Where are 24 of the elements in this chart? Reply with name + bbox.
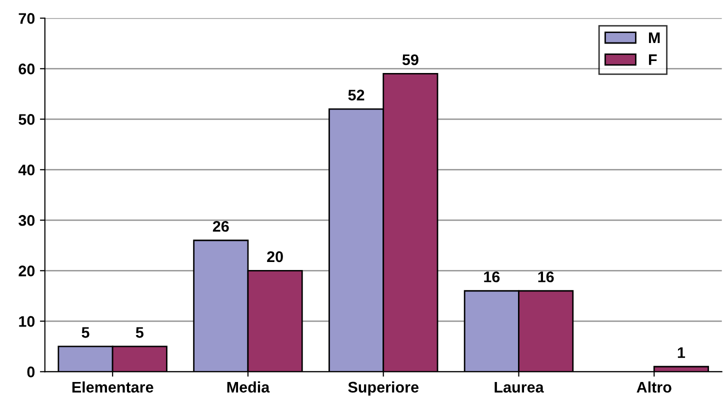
data-label: 5 <box>82 327 90 338</box>
legend-label: M <box>648 32 660 43</box>
data-label: 1 <box>678 347 686 358</box>
data-label: 16 <box>538 271 554 282</box>
y-tick-label: 10 <box>19 316 35 327</box>
y-tick-label: 40 <box>18 164 35 176</box>
legend-label: F <box>648 54 657 65</box>
y-tick-label: 50 <box>18 114 35 125</box>
x-tick-label: Elementare <box>72 381 154 393</box>
x-tick-label: Altro <box>636 381 672 393</box>
data-label: 16 <box>484 271 500 282</box>
data-label: 59 <box>402 54 418 66</box>
data-label: 26 <box>212 220 229 232</box>
y-tick-label: 30 <box>18 215 35 226</box>
x-tick-label: Superiore <box>348 381 418 396</box>
data-label: 20 <box>267 251 283 262</box>
data-label: 5 <box>136 327 144 338</box>
y-tick-label: 20 <box>18 266 35 276</box>
data-label: 52 <box>348 90 364 101</box>
y-tick-label: 70 <box>18 13 35 24</box>
y-tick-label: 60 <box>18 64 35 74</box>
x-tick-label: Laurea <box>494 382 544 393</box>
y-tick-label: 0 <box>27 366 35 378</box>
x-tick-label: Media <box>227 381 270 393</box>
